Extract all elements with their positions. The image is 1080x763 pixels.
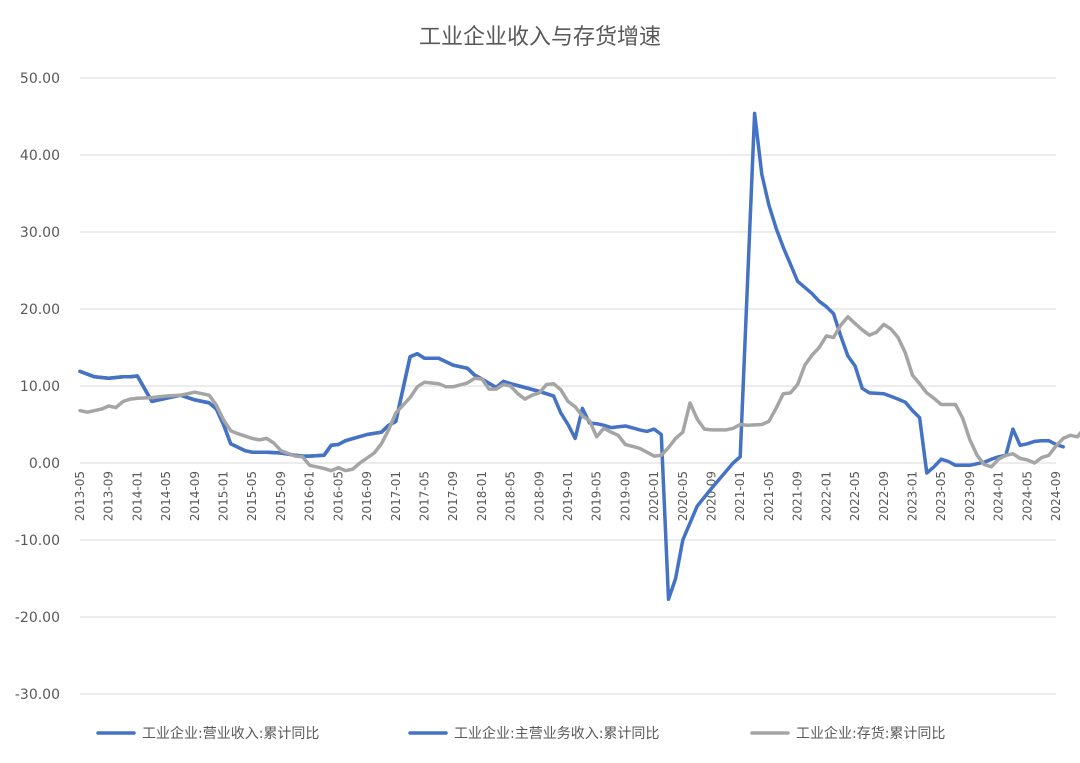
x-tick-label: 2017-05	[417, 471, 431, 521]
x-tick-label: 2014-09	[188, 471, 202, 521]
y-tick-label: -20.00	[15, 610, 60, 626]
grid-layer	[80, 77, 1056, 695]
legend-label-1: 工业企业:营业收入:累计同比	[142, 725, 319, 742]
x-tick-label: 2013-09	[102, 471, 116, 521]
series-line-2	[78, 351, 556, 458]
y-tick-label: 30.00	[20, 225, 60, 241]
x-tick-label: 2020-05	[676, 471, 690, 521]
x-tick-label: 2015-01	[217, 471, 231, 521]
series-line-1	[78, 111, 1065, 602]
x-tick-label: 2022-09	[877, 471, 891, 521]
y-tick-label: -10.00	[15, 533, 60, 549]
x-tick-label: 2019-01	[561, 471, 575, 521]
x-tick-label: 2017-01	[389, 471, 403, 521]
series-layer	[78, 111, 1080, 602]
y-tick-label: 50.00	[20, 71, 60, 87]
x-tick-label: 2022-05	[848, 471, 862, 521]
y-tick-label: 10.00	[20, 379, 60, 395]
y-tick-label: -30.00	[15, 687, 60, 703]
x-tick-label: 2021-09	[791, 471, 805, 521]
y-tick-label: 40.00	[20, 148, 60, 164]
x-tick-label: 2015-05	[245, 471, 259, 521]
y-axis: 50.00 40.00 30.00 20.00 10.00 0.00 -10.00 -20.0…	[15, 71, 60, 703]
x-tick-label: 2016-01	[303, 471, 317, 521]
x-axis: 2013-05 2013-09 2014-01 2014-05 2014-09 2015-…	[73, 471, 1063, 521]
legend-label-2: 工业企业:主营业务收入:累计同比	[454, 725, 659, 742]
x-tick-label: 2024-01	[992, 471, 1006, 521]
y-tick-label: 0.00	[29, 456, 60, 472]
x-tick-label: 2020-01	[647, 471, 661, 521]
x-tick-label: 2016-05	[331, 471, 345, 521]
x-tick-label: 2021-05	[762, 471, 776, 521]
x-tick-label: 2017-09	[446, 471, 460, 521]
x-tick-label: 2013-05	[73, 471, 87, 521]
x-tick-label: 2023-09	[963, 471, 977, 521]
x-tick-label: 2018-05	[504, 471, 518, 521]
legend: 工业企业:营业收入:累计同比 工业企业:主营业务收入:累计同比 工业企业:存货:累计…	[96, 725, 945, 742]
x-tick-label: 2021-01	[733, 471, 747, 521]
y-tick-label: 20.00	[20, 302, 60, 318]
x-tick-label: 2024-09	[1049, 471, 1063, 521]
x-tick-label: 2023-05	[934, 471, 948, 521]
x-tick-label: 2019-09	[618, 471, 632, 521]
x-tick-label: 2018-09	[532, 471, 546, 521]
series-line-3	[78, 314, 1080, 473]
x-tick-label: 2014-05	[159, 471, 173, 521]
legend-label-3: 工业企业:存货:累计同比	[796, 725, 945, 742]
chart-title: 工业企业收入与存货增速	[419, 25, 661, 50]
x-tick-label: 2014-01	[130, 471, 144, 521]
x-tick-label: 2018-01	[475, 471, 489, 521]
x-tick-label: 2015-09	[274, 471, 288, 521]
x-tick-label: 2024-05	[1020, 471, 1034, 521]
x-tick-label: 2022-01	[819, 471, 833, 521]
x-tick-label: 2016-09	[360, 471, 374, 521]
x-tick-label: 2019-05	[590, 471, 604, 521]
x-tick-label: 2023-01	[905, 471, 919, 521]
